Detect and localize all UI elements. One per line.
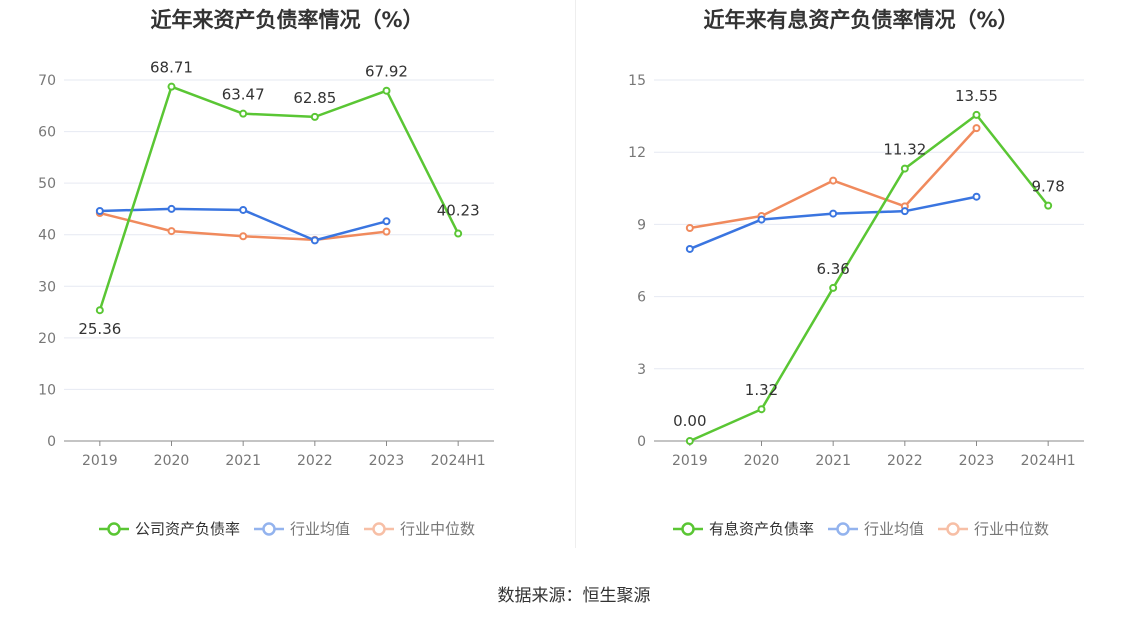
x-tick-label: 2019 bbox=[672, 453, 708, 469]
data-source: 数据来源：恒生聚源 bbox=[497, 586, 651, 606]
legend-label: 行业中位数 bbox=[974, 520, 1050, 538]
data-point bbox=[972, 192, 981, 201]
legend-item[interactable]: 行业均值 bbox=[253, 518, 350, 539]
data-label: 9.78 bbox=[1031, 178, 1064, 196]
data-point bbox=[95, 206, 104, 215]
y-tick-label: 70 bbox=[38, 73, 56, 89]
legend-line-circle-icon bbox=[364, 521, 394, 536]
y-tick-label: 12 bbox=[628, 145, 646, 161]
data-point bbox=[829, 283, 838, 292]
data-point bbox=[310, 236, 319, 245]
data-point bbox=[239, 205, 248, 214]
chart-legend: 有息资产负债率 行业均值 行业中位数 bbox=[574, 518, 1148, 539]
legend-line-circle-icon bbox=[253, 521, 284, 536]
y-tick-label: 60 bbox=[38, 125, 56, 141]
legend-item[interactable]: 行业中位数 bbox=[364, 518, 475, 539]
x-tick-label: 2022 bbox=[297, 453, 333, 469]
series-line bbox=[689, 195, 977, 251]
chart-divider bbox=[575, 0, 576, 548]
legend-label: 行业中位数 bbox=[400, 520, 476, 538]
data-label: 62.85 bbox=[293, 89, 336, 107]
x-tick-label: 2024H1 bbox=[431, 453, 486, 469]
data-point bbox=[310, 112, 319, 121]
chart-legend: 公司资产负债率 行业均值 行业中位数 bbox=[0, 518, 574, 539]
data-point bbox=[757, 215, 766, 224]
y-tick-label: 6 bbox=[637, 290, 646, 306]
legend-line-circle-icon bbox=[98, 521, 129, 536]
data-point bbox=[900, 164, 909, 173]
legend-line-circle-icon bbox=[938, 521, 968, 536]
series-line bbox=[689, 113, 1050, 443]
data-point bbox=[239, 232, 248, 241]
data-point bbox=[829, 176, 838, 185]
y-tick-label: 15 bbox=[628, 73, 646, 89]
data-point bbox=[239, 109, 248, 118]
data-point bbox=[95, 306, 104, 315]
x-tick-label: 2020 bbox=[154, 453, 190, 469]
data-label: 25.36 bbox=[78, 320, 121, 338]
legend-label: 公司资产负债率 bbox=[134, 520, 240, 538]
legend-line-circle-icon bbox=[672, 521, 703, 536]
data-label: 6.36 bbox=[816, 260, 849, 278]
series-line bbox=[98, 85, 460, 311]
y-tick-label: 40 bbox=[38, 228, 56, 244]
y-tick-label: 50 bbox=[38, 176, 56, 192]
x-tick-label: 2019 bbox=[82, 453, 118, 469]
x-tick-label: 2021 bbox=[225, 453, 261, 469]
data-point bbox=[167, 82, 176, 91]
x-tick-label: 2020 bbox=[744, 453, 780, 469]
data-label: 40.23 bbox=[437, 202, 480, 220]
x-tick-label: 2024H1 bbox=[1021, 453, 1076, 469]
x-tick-label: 2022 bbox=[887, 453, 923, 469]
legend-item[interactable]: 有息资产负债率 bbox=[672, 518, 814, 539]
legend-label: 行业均值 bbox=[863, 520, 924, 538]
chart-title: 近年来有息资产负债率情况（%） bbox=[703, 8, 1019, 32]
data-label: 0.00 bbox=[673, 412, 706, 430]
data-point bbox=[1044, 201, 1053, 210]
y-tick-label: 30 bbox=[38, 279, 56, 295]
legend-label: 有息资产负债率 bbox=[708, 520, 814, 538]
y-tick-label: 10 bbox=[38, 382, 56, 398]
data-point bbox=[685, 437, 694, 445]
legend-item[interactable]: 行业中位数 bbox=[938, 518, 1049, 539]
data-point bbox=[382, 217, 391, 226]
data-label: 11.32 bbox=[883, 141, 926, 159]
data-label: 13.55 bbox=[955, 87, 998, 105]
y-tick-label: 20 bbox=[38, 331, 56, 347]
data-point bbox=[972, 124, 981, 133]
chart-left: 近年来资产负债率情况（%） 0 10 20 30 40 50 60 70 2019 2020 202… bbox=[0, 0, 574, 560]
data-point bbox=[167, 227, 176, 236]
y-tick-label: 9 bbox=[637, 217, 646, 233]
y-tick-label: 0 bbox=[637, 434, 646, 450]
data-point bbox=[382, 86, 391, 95]
legend-item[interactable]: 公司资产负债率 bbox=[98, 518, 240, 539]
legend-label: 行业均值 bbox=[289, 520, 350, 538]
legend-item[interactable]: 行业均值 bbox=[827, 518, 924, 539]
data-point bbox=[382, 227, 391, 236]
data-point bbox=[757, 405, 766, 414]
y-tick-label: 0 bbox=[47, 434, 56, 450]
chart-right-plot: 0 3 6 9 12 15 2019 2020 2021 2022 2023 2024H1 0.00 1.… bbox=[628, 73, 1084, 469]
data-point bbox=[972, 110, 981, 119]
data-label: 67.92 bbox=[365, 63, 408, 81]
y-tick-label: 3 bbox=[637, 362, 646, 378]
x-tick-label: 2023 bbox=[369, 453, 405, 469]
x-tick-label: 2021 bbox=[815, 453, 851, 469]
legend-line-circle-icon bbox=[827, 521, 858, 536]
data-point bbox=[829, 209, 838, 218]
x-tick-label: 2023 bbox=[959, 453, 995, 469]
data-label: 68.71 bbox=[150, 59, 193, 77]
data-point bbox=[685, 224, 694, 233]
data-point bbox=[900, 207, 909, 216]
data-point bbox=[685, 244, 694, 253]
chart-right: 近年来有息资产负债率情况（%） 0 3 6 9 12 15 2019 2020 2021 2022… bbox=[574, 0, 1148, 560]
chart-left-plot: 0 10 20 30 40 50 60 70 2019 2020 2021 2022 2023 2024H… bbox=[38, 59, 494, 469]
data-point bbox=[454, 229, 463, 238]
data-point bbox=[167, 204, 176, 213]
data-label: 63.47 bbox=[222, 86, 265, 104]
data-label: 1.32 bbox=[745, 381, 778, 399]
chart-title: 近年来资产负债率情况（%） bbox=[150, 8, 424, 32]
